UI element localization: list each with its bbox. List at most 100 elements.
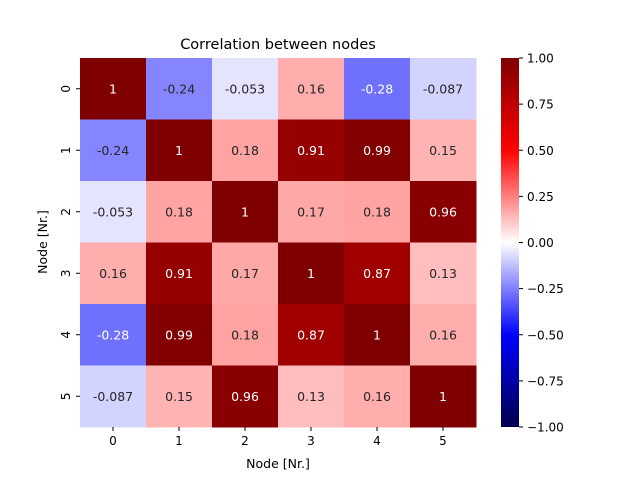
- heatmap-cell: [278, 242, 345, 305]
- x-tick-label: 0: [109, 434, 117, 448]
- colorbar-axis: 1.00 0.75 0.50 0.25 0.00 −0.25 −0.50 −0.75 −1.00: [519, 52, 564, 435]
- cell-value-label: 0.87: [363, 266, 391, 281]
- heatmap-cell: [146, 181, 213, 243]
- heatmap-cell-labels: 1 -0.24 -0.053 0.16 -0.28 -0.087 -0.24 1 0.18 0.9…: [93, 81, 463, 404]
- cell-value-label: -0.24: [97, 143, 129, 158]
- heatmap-cell: [146, 119, 213, 182]
- colorbar-tick-label: −0.75: [527, 374, 564, 388]
- y-tick-label: 1: [59, 146, 73, 154]
- x-tick-label: 1: [175, 434, 183, 448]
- cell-value-label: 0.16: [363, 389, 391, 404]
- cell-value-label: 0.91: [165, 266, 193, 281]
- heatmap-cell: [212, 119, 279, 182]
- heatmap-cell: [344, 242, 411, 305]
- cell-value-label: 0.13: [429, 266, 457, 281]
- heatmap-cell: [410, 365, 477, 428]
- x-tick-label: 2: [241, 434, 249, 448]
- y-axis-label: Node [Nr.]: [35, 210, 50, 274]
- colorbar-tick-label: −1.00: [527, 421, 564, 435]
- colorbar-tick-label: 0.00: [527, 236, 554, 250]
- heatmap-cell: [344, 119, 411, 182]
- heatmap-cell: [146, 242, 213, 305]
- cell-value-label: 1: [307, 266, 315, 281]
- heatmap-cell: [410, 304, 477, 366]
- heatmap-cell: [344, 58, 411, 120]
- cell-value-label: 1: [241, 204, 249, 219]
- cell-value-label: 0.15: [165, 389, 193, 404]
- cell-value-label: -0.28: [97, 327, 129, 342]
- x-tick-label: 4: [373, 434, 381, 448]
- y-tick-label: 5: [59, 392, 73, 400]
- heatmap-cell: [410, 119, 477, 182]
- heatmap-cell: [146, 365, 213, 428]
- chart-title: Correlation between nodes: [180, 37, 376, 53]
- colorbar-tick-label: 0.25: [527, 190, 554, 204]
- y-tick-label: 4: [59, 331, 73, 339]
- heatmap-cell: [80, 242, 147, 305]
- cell-value-label: -0.087: [423, 81, 463, 96]
- heatmap-cell: [146, 58, 213, 120]
- cell-value-label: 0.13: [297, 389, 325, 404]
- cell-value-label: -0.087: [93, 389, 133, 404]
- cell-value-label: 0.15: [429, 143, 457, 158]
- heatmap-cell: [410, 58, 477, 120]
- cell-value-label: 0.96: [231, 389, 259, 404]
- heatmap-cell: [212, 181, 279, 243]
- heatmap-cell: [278, 181, 345, 243]
- cell-value-label: 0.18: [165, 204, 193, 219]
- heatmap-cell: [80, 58, 147, 120]
- heatmap-cell: [212, 304, 279, 366]
- heatmap-cell: [344, 365, 411, 428]
- heatmap-cell: [278, 304, 345, 366]
- colorbar-tick-label: 0.75: [527, 98, 554, 112]
- cell-value-label: 1: [439, 389, 447, 404]
- x-axis-label: Node [Nr.]: [246, 456, 310, 471]
- y-axis: 0 1 2 3 4 5: [59, 85, 80, 400]
- colorbar-tick-label: −0.50: [527, 328, 564, 342]
- cell-value-label: 0.16: [99, 266, 127, 281]
- cell-value-label: 0.17: [231, 266, 259, 281]
- heatmap-cell: [80, 304, 147, 366]
- cell-value-label: 1: [109, 81, 117, 96]
- colorbar-tick-label: −0.25: [527, 282, 564, 296]
- heatmap-cell: [212, 242, 279, 305]
- cell-value-label: -0.053: [93, 204, 133, 219]
- heatmap-cell: [80, 119, 147, 182]
- cell-value-label: -0.24: [163, 81, 195, 96]
- cell-value-label: -0.28: [361, 81, 393, 96]
- cell-value-label: -0.053: [225, 81, 265, 96]
- colorbar-tick-label: 1.00: [527, 52, 554, 66]
- y-tick-label: 0: [59, 85, 73, 93]
- cell-value-label: 0.87: [297, 327, 325, 342]
- cell-value-label: 1: [175, 143, 183, 158]
- y-tick-label: 2: [59, 208, 73, 216]
- heatmap-cell: [146, 304, 213, 366]
- heatmap-cell: [278, 365, 345, 428]
- cell-value-label: 0.16: [429, 327, 457, 342]
- cell-value-label: 0.18: [231, 143, 259, 158]
- heatmap-cell: [344, 304, 411, 366]
- x-tick-label: 5: [439, 434, 447, 448]
- x-tick-label: 3: [307, 434, 315, 448]
- heatmap-cells: [80, 58, 477, 428]
- cell-value-label: 0.91: [297, 143, 325, 158]
- y-tick-label: 3: [59, 269, 73, 277]
- cell-value-label: 0.99: [165, 327, 193, 342]
- cell-value-label: 0.17: [297, 204, 325, 219]
- heatmap-cell: [410, 181, 477, 243]
- colorbar-tick-label: 0.50: [527, 144, 554, 158]
- heatmap-cell: [80, 365, 147, 428]
- colorbar: [501, 58, 519, 427]
- heatmap-cell: [410, 242, 477, 305]
- cell-value-label: 0.18: [231, 327, 259, 342]
- heatmap-cell: [212, 365, 279, 428]
- heatmap-cell: [278, 119, 345, 182]
- heatmap-cell: [344, 181, 411, 243]
- cell-value-label: 0.16: [297, 81, 325, 96]
- cell-value-label: 1: [373, 327, 381, 342]
- x-axis: 0 1 2 3 4 5: [109, 427, 447, 448]
- heatmap-cell: [278, 58, 345, 120]
- cell-value-label: 0.18: [363, 204, 391, 219]
- heatmap-cell: [212, 58, 279, 120]
